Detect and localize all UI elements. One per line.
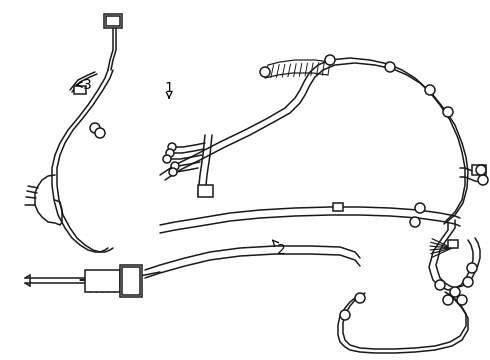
Circle shape — [415, 203, 425, 213]
Circle shape — [410, 217, 420, 227]
Circle shape — [355, 293, 365, 303]
Circle shape — [385, 62, 395, 72]
Bar — [122, 267, 140, 295]
Circle shape — [168, 143, 176, 151]
Bar — [85, 270, 120, 292]
Circle shape — [163, 155, 171, 163]
Circle shape — [260, 67, 270, 77]
Text: 1: 1 — [165, 81, 173, 98]
Bar — [120, 265, 142, 297]
Bar — [198, 185, 213, 197]
Bar — [333, 203, 343, 211]
Circle shape — [425, 85, 435, 95]
Circle shape — [325, 55, 335, 65]
Circle shape — [467, 263, 477, 273]
Circle shape — [476, 165, 486, 175]
Circle shape — [169, 168, 177, 176]
Text: 3: 3 — [76, 78, 92, 91]
Bar — [106, 16, 120, 26]
Circle shape — [450, 287, 460, 297]
Circle shape — [171, 162, 179, 170]
Bar — [74, 86, 86, 94]
Circle shape — [457, 295, 467, 305]
Bar — [472, 165, 486, 175]
Bar — [104, 14, 122, 28]
Circle shape — [478, 175, 488, 185]
Circle shape — [90, 123, 100, 133]
Circle shape — [443, 107, 453, 117]
Circle shape — [435, 280, 445, 290]
Bar — [448, 240, 458, 248]
Circle shape — [95, 128, 105, 138]
Circle shape — [340, 310, 350, 320]
Circle shape — [463, 277, 473, 287]
Circle shape — [443, 295, 453, 305]
Text: 2: 2 — [272, 240, 286, 257]
Circle shape — [166, 149, 174, 157]
